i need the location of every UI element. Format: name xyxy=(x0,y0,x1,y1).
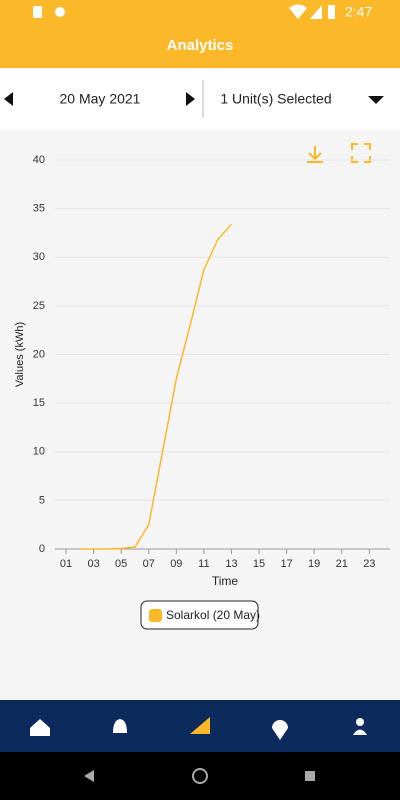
selector-bar xyxy=(0,68,400,130)
home-tab[interactable] xyxy=(30,719,50,736)
date-label[interactable]: 20 May 2021 xyxy=(60,91,141,107)
battery-icon xyxy=(328,5,335,19)
status-icon xyxy=(55,7,65,17)
y-tick-label: 10 xyxy=(33,446,45,458)
signal-icon xyxy=(310,5,322,19)
back-button[interactable] xyxy=(84,770,94,782)
page-title: Analytics xyxy=(167,37,234,54)
x-tick-label: 13 xyxy=(225,558,237,570)
x-tick-label: 01 xyxy=(60,558,72,570)
x-tick-label: 21 xyxy=(336,558,348,570)
wifi-icon xyxy=(289,4,307,19)
legend-label: Solarkol (20 May) xyxy=(166,608,260,622)
data-line xyxy=(79,223,233,550)
y-tick-label: 30 xyxy=(33,251,45,263)
legend-swatch xyxy=(149,609,162,622)
y-tick-label: 0 xyxy=(39,543,45,555)
unit-dropdown[interactable] xyxy=(368,96,384,104)
x-tick-label: 03 xyxy=(87,558,99,570)
profile-tab-body xyxy=(353,729,367,735)
y-tick-label: 15 xyxy=(33,397,45,409)
x-tick-label: 11 xyxy=(198,558,209,570)
legend-box xyxy=(140,600,259,630)
x-tick-label: 09 xyxy=(170,558,182,570)
analytics-tab[interactable] xyxy=(190,717,210,734)
y-tick-label: 25 xyxy=(33,300,45,312)
y-tick-label: 20 xyxy=(33,348,45,360)
location-tab[interactable] xyxy=(272,720,288,740)
profile-tab[interactable] xyxy=(356,718,364,726)
x-tick-label: 17 xyxy=(280,558,292,570)
unit-selector[interactable]: 1 Unit(s) Selected xyxy=(220,91,331,107)
home-button[interactable] xyxy=(192,768,208,784)
alerts-tab[interactable] xyxy=(113,719,127,733)
y-axis-label: Values (kWh) xyxy=(14,322,26,387)
y-tick-label: 35 xyxy=(33,203,45,215)
fullscreen-button[interactable] xyxy=(351,143,371,163)
next-date-button[interactable] xyxy=(186,92,195,106)
recents-button[interactable] xyxy=(305,771,315,781)
download-button[interactable] xyxy=(307,146,323,163)
x-tick-label: 07 xyxy=(143,558,155,570)
y-tick-label: 40 xyxy=(33,154,45,166)
y-tick-label: 5 xyxy=(39,494,45,506)
x-axis-label: Time xyxy=(212,574,239,588)
x-tick-label: 05 xyxy=(115,558,127,570)
prev-date-button[interactable] xyxy=(4,92,13,106)
x-tick-label: 23 xyxy=(363,558,375,570)
x-tick-label: 15 xyxy=(253,558,265,570)
x-tick-label: 19 xyxy=(308,558,320,570)
sd-icon xyxy=(33,6,42,18)
status-time: 2:47 xyxy=(345,4,372,20)
legend-item[interactable]: Solarkol (20 May) xyxy=(140,600,260,630)
system-nav xyxy=(0,752,400,800)
